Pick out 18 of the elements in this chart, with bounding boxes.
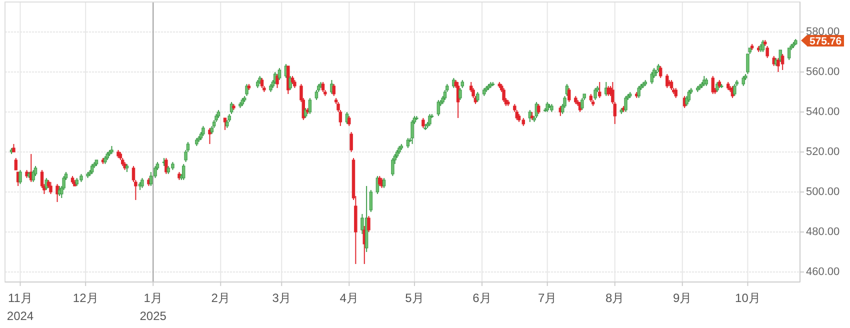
x-tick-label: 11月 2024 [6,291,34,323]
x-tick-label: 7月 [538,291,557,305]
x-tick-label: 1月 2025 [140,291,167,323]
y-tick-label: 500.00 [806,186,840,198]
x-tick-label: 12月 [72,291,98,305]
y-tick-label: 540.00 [806,106,840,118]
x-tick-label: 2月 [211,291,230,305]
y-tick-label: 460.00 [806,266,840,278]
y-tick-label: 480.00 [806,226,840,238]
x-tick-label: 10月 [735,291,760,305]
x-tick-label: 5月 [405,291,424,305]
x-tick-label: 6月 [472,291,492,305]
x-tick-label: 3月 [272,291,291,305]
y-tick-label: 520.00 [806,146,840,158]
x-tick-label: 9月 [673,291,692,305]
x-tick-label: 4月 [340,291,358,305]
y-tick-label: 560.00 [806,66,840,78]
x-tick-label: 8月 [606,291,624,305]
